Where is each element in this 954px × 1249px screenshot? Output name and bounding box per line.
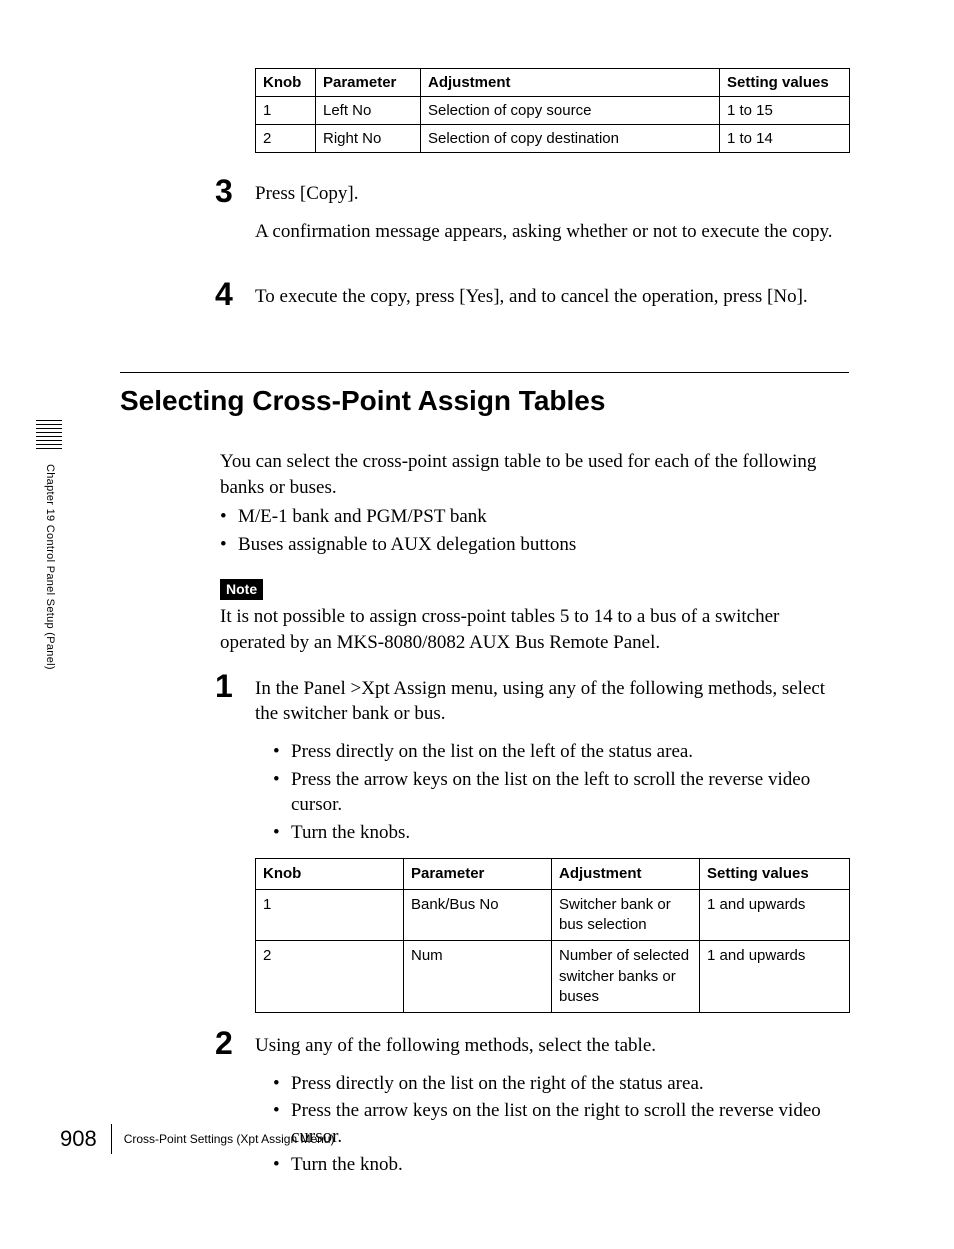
cell: 1 to 14	[720, 125, 850, 153]
cell: 1 and upwards	[700, 941, 850, 1013]
cell: 1	[256, 889, 404, 941]
list-item: Turn the knobs.	[273, 820, 850, 846]
section-heading: Selecting Cross-Point Assign Tables	[120, 385, 849, 417]
table-row: 1 Bank/Bus No Switcher bank or bus selec…	[256, 889, 850, 941]
th-setting: Setting values	[700, 858, 850, 889]
page-number: 908	[60, 1126, 97, 1152]
cell: Number of selected switcher banks or bus…	[552, 941, 700, 1013]
intro-text: You can select the cross-point assign ta…	[220, 449, 849, 500]
step-text: A confirmation message appears, asking w…	[255, 219, 849, 245]
intro-bullets: M/E-1 bank and PGM/PST bank Buses assign…	[220, 504, 849, 557]
cell: Bank/Bus No	[404, 889, 552, 941]
th-knob: Knob	[256, 858, 404, 889]
list-item: Press directly on the list on the right …	[273, 1071, 849, 1097]
page-content: Knob Parameter Adjustment Setting values…	[0, 0, 954, 1249]
page-footer: 908 Cross-Point Settings (Xpt Assign Men…	[60, 1124, 334, 1154]
cell: 2	[256, 941, 404, 1013]
th-parameter: Parameter	[316, 69, 421, 97]
list-item: Press directly on the list on the left o…	[273, 739, 850, 765]
step-body: In the Panel >Xpt Assign menu, using any…	[255, 670, 850, 1013]
th-setting: Setting values	[720, 69, 850, 97]
step-number: 4	[215, 278, 255, 310]
step-body: To execute the copy, press [Yes], and to…	[255, 278, 849, 322]
step-text: In the Panel >Xpt Assign menu, using any…	[255, 676, 850, 727]
cell: Num	[404, 941, 552, 1013]
table-row: 2 Num Number of selected switcher banks …	[256, 941, 850, 1013]
th-knob: Knob	[256, 69, 316, 97]
cell: 1	[256, 97, 316, 125]
list-item: M/E-1 bank and PGM/PST bank	[220, 504, 849, 530]
step-bullets: Press directly on the list on the left o…	[273, 739, 850, 846]
footer-divider	[111, 1124, 112, 1154]
cell: Right No	[316, 125, 421, 153]
step-1b: 1 In the Panel >Xpt Assign menu, using a…	[105, 670, 849, 1013]
step-2b: 2 Using any of the following methods, se…	[105, 1027, 849, 1189]
th-parameter: Parameter	[404, 858, 552, 889]
parameter-table-2: Knob Parameter Adjustment Setting values…	[255, 858, 850, 1014]
section-intro: You can select the cross-point assign ta…	[220, 449, 849, 656]
step-4: 4 To execute the copy, press [Yes], and …	[105, 278, 849, 322]
footer-text: Cross-Point Settings (Xpt Assign Menu)	[124, 1132, 335, 1146]
step-text: To execute the copy, press [Yes], and to…	[255, 284, 849, 310]
table-header-row: Knob Parameter Adjustment Setting values	[256, 69, 850, 97]
table-row: 1 Left No Selection of copy source 1 to …	[256, 97, 850, 125]
step-3: 3 Press [Copy]. A confirmation message a…	[105, 175, 849, 256]
table-header-row: Knob Parameter Adjustment Setting values	[256, 858, 850, 889]
step-number: 3	[215, 175, 255, 207]
cell: 1 and upwards	[700, 889, 850, 941]
step-text: Press [Copy].	[255, 181, 849, 207]
th-adjustment: Adjustment	[421, 69, 720, 97]
step-text: Using any of the following methods, sele…	[255, 1033, 849, 1059]
cell: Switcher bank or bus selection	[552, 889, 700, 941]
list-item: Press the arrow keys on the list on the …	[273, 767, 850, 818]
list-item: Buses assignable to AUX delegation butto…	[220, 532, 849, 558]
step-body: Press [Copy]. A confirmation message app…	[255, 175, 849, 256]
step-body: Using any of the following methods, sele…	[255, 1027, 849, 1189]
cell: Left No	[316, 97, 421, 125]
list-item: Press the arrow keys on the list on the …	[273, 1098, 849, 1149]
step-number: 2	[215, 1027, 255, 1059]
table-row: 2 Right No Selection of copy destination…	[256, 125, 850, 153]
cell: Selection of copy source	[421, 97, 720, 125]
th-adjustment: Adjustment	[552, 858, 700, 889]
parameter-table-1: Knob Parameter Adjustment Setting values…	[255, 68, 850, 153]
section-divider	[120, 372, 849, 373]
cell: 1 to 15	[720, 97, 850, 125]
note-text: It is not possible to assign cross-point…	[220, 604, 849, 655]
cell: Selection of copy destination	[421, 125, 720, 153]
step-bullets: Press directly on the list on the right …	[273, 1071, 849, 1178]
list-item: Turn the knob.	[273, 1152, 849, 1178]
step-number: 1	[215, 670, 255, 702]
table1-block: Knob Parameter Adjustment Setting values…	[255, 68, 849, 153]
note-badge: Note	[220, 579, 263, 600]
cell: 2	[256, 125, 316, 153]
